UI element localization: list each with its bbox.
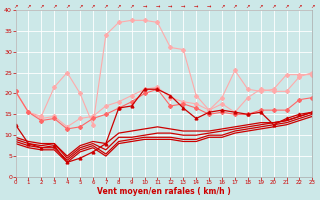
X-axis label: Vent moyen/en rafales ( km/h ): Vent moyen/en rafales ( km/h ) xyxy=(97,187,231,196)
